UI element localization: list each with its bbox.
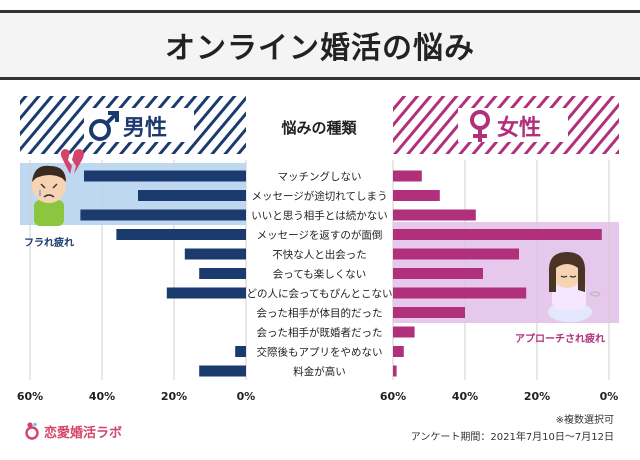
category-label: 会った相手が体目的だった — [257, 307, 383, 320]
category-label: マッチングしない — [278, 170, 362, 183]
axis-tick-layer: 60% 0% 40% 20% 20% 40% 0% 60% — [17, 390, 619, 403]
female-bar — [393, 170, 422, 182]
female-axis-tick-label: 40% — [452, 390, 478, 403]
female-callout-label: アプローチされ疲れ — [515, 332, 605, 345]
female-bar — [393, 248, 519, 260]
category-label: いいと思う相手とは続かない — [251, 209, 388, 222]
male-symbol-icon — [89, 111, 119, 141]
female-axis-tick-label: 60% — [380, 390, 406, 403]
multiple-choice-note: ※複数選択可 — [555, 415, 614, 426]
category-label-layer: マッチングしないメッセージが途切れてしまういいと思う相手とは続かないメッセージを… — [247, 170, 393, 378]
male-bar — [199, 365, 246, 377]
male-bar — [116, 229, 247, 240]
category-label: メッセージを返すのが面倒 — [257, 229, 383, 242]
male-bar — [184, 248, 246, 260]
female-bar — [393, 346, 404, 357]
female-header: 女性 — [497, 115, 541, 141]
female-bar — [393, 209, 476, 221]
male-bar — [235, 346, 246, 357]
category-header: 悩みの種類 — [280, 119, 357, 137]
category-label: 会った相手が既婚者だった — [257, 326, 383, 339]
male-axis-tick-label: 60% — [17, 390, 43, 403]
female-bar — [393, 365, 397, 377]
male-axis-tick-label: 40% — [89, 390, 115, 403]
category-label: 交際後もアプリをやめない — [257, 346, 383, 359]
female-axis-tick-label: 20% — [524, 390, 550, 403]
male-axis-tick-label: 0% — [237, 390, 256, 403]
brand-name: 恋愛婚活ラボ — [44, 425, 123, 441]
male-bar — [166, 287, 246, 299]
category-label: メッセージが途切れてしまう — [252, 190, 388, 203]
survey-period-note: アンケート期間：2021年7月10日～7月12日 — [410, 432, 614, 443]
chart-title: オンライン婚活の悩み — [165, 31, 475, 66]
male-bar — [80, 209, 247, 221]
female-axis-tick-label: 0% — [600, 390, 619, 403]
male-bar — [138, 190, 246, 201]
male-bar — [84, 170, 246, 182]
female-bar — [393, 190, 440, 201]
male-header-label-bg — [84, 108, 194, 142]
tired-woman-illustration — [548, 252, 601, 322]
category-label: どの人に会ってもぴんとこない — [247, 287, 393, 300]
female-symbol-icon — [470, 110, 490, 142]
male-callout-label: フラれ疲れ — [24, 236, 74, 249]
broken-heart-icon — [60, 149, 84, 174]
tired-man-illustration — [32, 165, 66, 226]
male-header: 男性 — [123, 116, 167, 141]
bar-layer — [80, 170, 602, 377]
male-bar — [199, 268, 246, 279]
category-label: 会っても楽しくない — [273, 268, 366, 281]
female-bar — [393, 326, 415, 338]
title-band: オンライン婚活の悩み — [0, 10, 640, 80]
category-label: 不快な人と出会った — [272, 248, 367, 261]
male-axis-tick-label: 20% — [161, 390, 187, 403]
female-bar — [393, 287, 527, 299]
brand-logo-block: 恋愛婚活ラボ — [24, 421, 122, 441]
female-bar — [393, 268, 483, 279]
female-bar — [393, 307, 465, 318]
female-bar — [393, 229, 602, 240]
category-label: 料金が高い — [293, 365, 346, 378]
brand-logo-icon — [25, 422, 39, 440]
